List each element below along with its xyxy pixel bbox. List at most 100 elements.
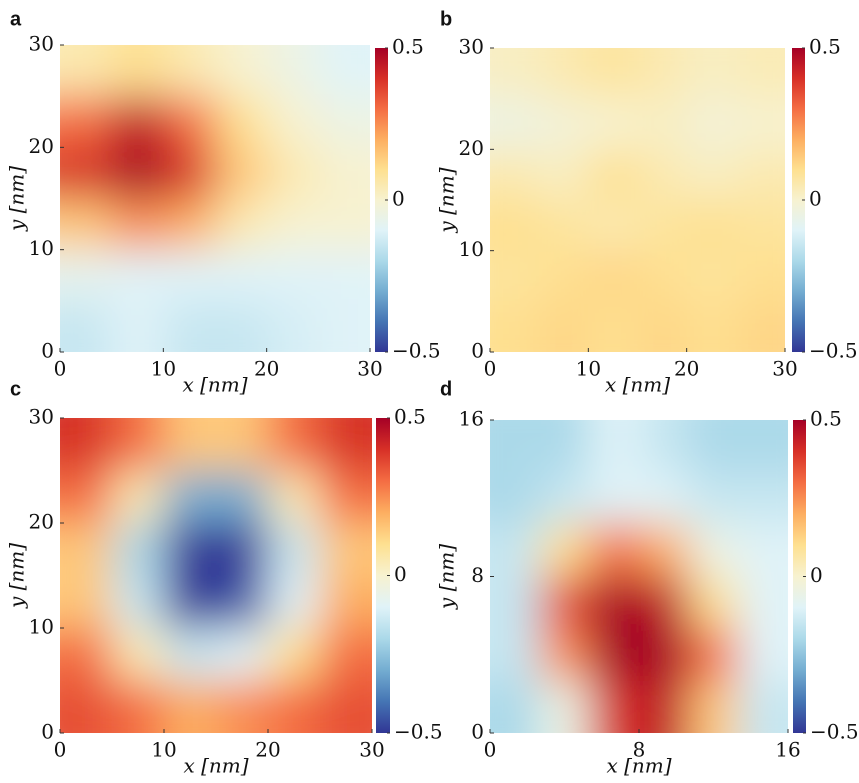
x-tick-label: 10 <box>151 738 176 762</box>
heatmap-cell <box>688 628 740 682</box>
heatmap-cell <box>738 680 788 733</box>
heatmap-cell <box>318 45 370 98</box>
heatmap-cell <box>539 420 591 474</box>
heatmap-cell <box>216 470 269 524</box>
heatmap-cell <box>637 200 688 252</box>
heatmap-cell <box>163 198 216 251</box>
colorbar <box>375 48 388 352</box>
y-tick-label: 30 <box>29 32 54 56</box>
panel: a 0 10 20 30 0 10 20 30 x [nm] y [nm] 0.5 0 −0.5 <box>5 8 441 396</box>
colorbar-tick-label: 0 <box>809 187 822 211</box>
heatmap-cell <box>490 48 541 100</box>
heatmap-cell <box>60 628 113 682</box>
heatmap-cells <box>60 418 372 733</box>
heatmap-cell <box>589 472 640 526</box>
heatmap-cell <box>539 524 591 578</box>
x-tick-label: 16 <box>775 738 800 762</box>
heatmap-cell <box>112 575 165 629</box>
heatmap-cell <box>112 418 165 472</box>
y-tick-label: 30 <box>29 405 54 429</box>
heatmap-cell <box>686 200 737 252</box>
heatmap-cell <box>686 149 737 201</box>
heatmap-cell <box>163 147 216 200</box>
x-tick-label: 20 <box>255 738 280 762</box>
heatmap-cell <box>318 96 370 149</box>
x-tick-label: 30 <box>772 357 797 381</box>
heatmap-cell <box>688 524 740 578</box>
y-tick-label: 0 <box>41 720 54 744</box>
x-tick-label: 20 <box>254 357 279 381</box>
heatmap-cell <box>588 149 639 201</box>
heatmap-cell <box>637 48 688 100</box>
colorbar-tick-label: 0 <box>392 187 405 211</box>
heatmap-cell <box>539 48 590 100</box>
heatmap-cell <box>490 420 541 474</box>
heatmap-cell <box>686 48 737 100</box>
heatmap-cell <box>490 149 541 201</box>
colorbar <box>376 418 390 733</box>
x-tick-label: 8 <box>633 738 646 762</box>
heatmap-cell <box>490 576 541 630</box>
colorbar-tick-label: 0.5 <box>810 407 842 431</box>
heatmap-cell <box>639 420 690 474</box>
heatmap-cell <box>60 575 113 629</box>
heatmap-cell <box>60 680 113 733</box>
x-tick-label: 30 <box>359 738 384 762</box>
heatmap-image <box>490 420 788 733</box>
colorbar-tick-label: −0.5 <box>394 720 443 744</box>
heatmap-cell <box>320 470 372 524</box>
heatmap-cell <box>539 200 590 252</box>
x-tick-label: 10 <box>151 357 176 381</box>
heatmap-cell <box>164 680 217 733</box>
y-tick-label: 20 <box>29 510 54 534</box>
x-tick-label: 0 <box>484 738 497 762</box>
heatmap-cell <box>215 300 268 352</box>
heatmap-cell <box>588 250 639 303</box>
heatmap-cell <box>60 96 113 149</box>
y-tick-label: 30 <box>459 35 484 59</box>
heatmap-cell <box>490 628 541 682</box>
heatmap-cell <box>735 250 785 303</box>
heatmap-cell <box>266 45 320 98</box>
heatmap-cell <box>60 198 113 251</box>
heatmap-cell <box>735 98 785 151</box>
y-tick-label: 0 <box>471 339 484 363</box>
colorbar-tick-label: 0.5 <box>392 35 424 59</box>
heatmap-cells <box>490 48 785 352</box>
heatmap-cell <box>318 249 370 302</box>
heatmap-cell <box>490 200 541 252</box>
colorbar <box>792 48 805 352</box>
heatmap-cell <box>215 198 268 251</box>
heatmap-cell <box>735 301 785 352</box>
heatmap-cell <box>60 249 113 302</box>
heatmap-cells <box>60 45 370 352</box>
heatmap-cell <box>215 147 268 200</box>
x-tick-label: 0 <box>484 357 497 381</box>
heatmap-cell <box>589 576 640 630</box>
panel-letter: d <box>440 378 452 400</box>
colorbar-tick-label: 0.5 <box>394 405 426 429</box>
heatmap-cell <box>637 98 688 151</box>
heatmap-cell <box>688 472 740 526</box>
y-tick-label: 8 <box>471 563 484 587</box>
heatmap-cell <box>639 524 690 578</box>
heatmap-cell <box>266 249 320 302</box>
heatmap-cell <box>111 300 165 352</box>
heatmap-cell <box>112 628 165 682</box>
heatmap-cell <box>320 628 372 682</box>
x-tick-label: 0 <box>54 738 67 762</box>
x-tick-label: 10 <box>576 357 601 381</box>
heatmap-cell <box>639 576 690 630</box>
x-axis-label: x [nm] <box>605 373 670 397</box>
heatmap-cell <box>639 628 690 682</box>
heatmap-cell <box>688 680 740 733</box>
heatmap-image <box>60 45 370 352</box>
heatmap-cell <box>112 470 165 524</box>
heatmap-cell <box>112 680 165 733</box>
panel-letter: c <box>10 378 21 400</box>
heatmap-cell <box>539 472 591 526</box>
heatmap-cell <box>320 418 372 472</box>
heatmap-cell <box>637 149 688 201</box>
heatmap-cell <box>268 418 321 472</box>
heatmap-cell <box>637 301 688 352</box>
